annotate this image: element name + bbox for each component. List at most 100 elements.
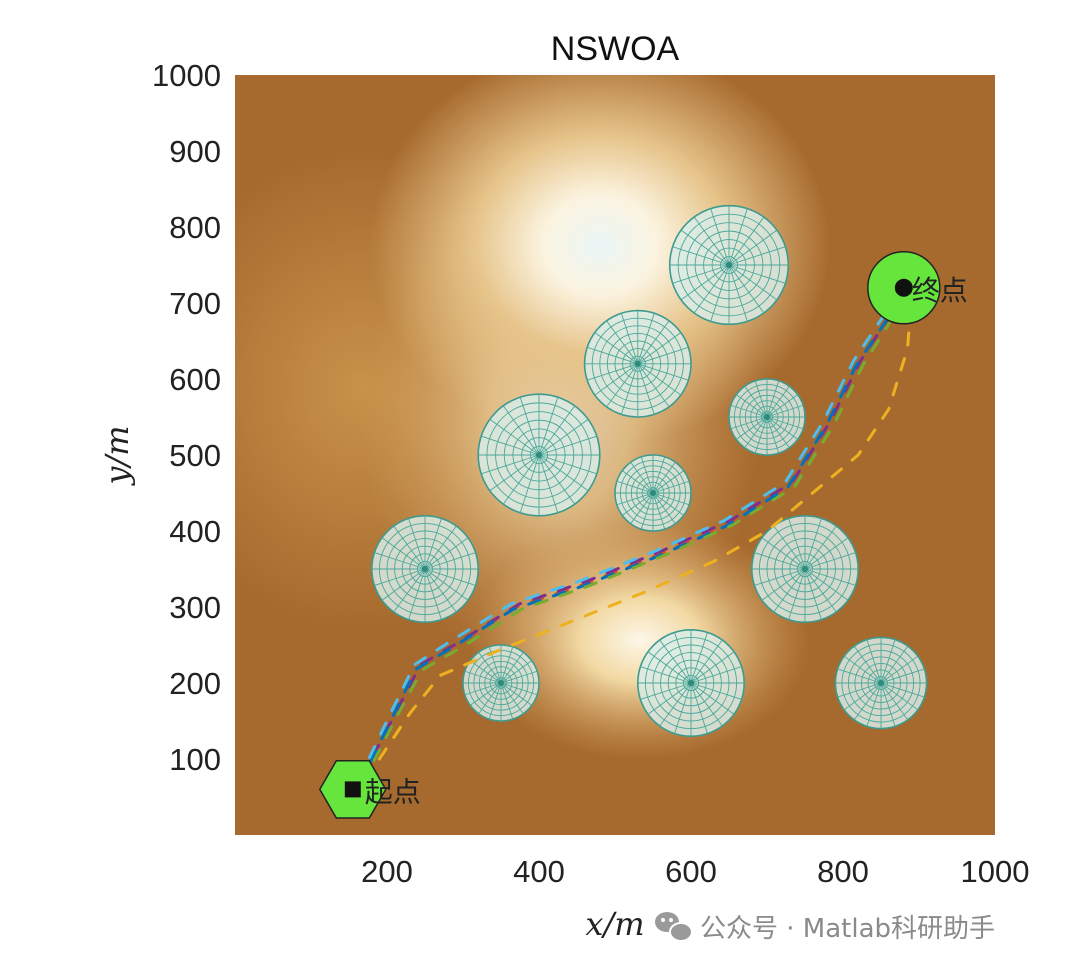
obstacle-spoke [647, 651, 692, 684]
obstacle-spoke [804, 518, 822, 570]
obstacle-spoke [519, 454, 540, 513]
marker-layer [318, 251, 941, 819]
y-tick-label: 100 [169, 742, 221, 777]
obstacle-spoke [424, 568, 476, 586]
obstacle-spoke [766, 404, 804, 418]
watermark-text: 公众号 · Matlab科研助手 [700, 914, 995, 944]
obstacle-spoke [489, 418, 540, 456]
obstacle-spoke [843, 655, 882, 684]
obstacle-spoke [690, 682, 708, 734]
obstacle-spoke [788, 568, 806, 620]
obstacle-spoke [754, 552, 806, 570]
obstacle-spoke [616, 480, 654, 494]
obstacle-spoke [594, 363, 639, 396]
obstacle-spoke [393, 525, 426, 570]
obstacle-spoke [866, 682, 882, 727]
obstacle-spoke [637, 313, 655, 364]
obstacle-spoke [637, 363, 682, 396]
obstacle-spoke [424, 568, 457, 613]
obstacle-spoke [766, 394, 799, 418]
obstacle-spoke [374, 552, 426, 570]
obstacle-spoke [538, 435, 597, 456]
obstacle-spoke [640, 682, 692, 700]
x-axis-label: x/m [585, 905, 644, 943]
obstacle-spoke [728, 264, 786, 284]
obstacle-spoke [652, 456, 666, 494]
obstacle-spoke [538, 405, 576, 456]
obstacle-spoke [880, 682, 896, 727]
obstacle-spoke [754, 380, 768, 418]
obstacle-spoke [735, 394, 768, 418]
obstacle-spoke [630, 461, 654, 494]
x-tick-label: 800 [817, 854, 869, 889]
obstacle-spoke [538, 454, 559, 513]
obstacle [750, 514, 859, 623]
obstacle-spoke [728, 246, 786, 266]
obstacle-spoke [652, 470, 685, 494]
obstacle-spoke [880, 655, 919, 684]
wechat-icon [655, 912, 693, 942]
obstacle-spoke [866, 639, 882, 684]
obstacle-center [764, 414, 770, 420]
obstacle-spoke [693, 216, 730, 266]
obstacle-spoke [754, 568, 806, 586]
obstacle-spoke [464, 670, 502, 684]
obstacle-center [650, 490, 656, 496]
obstacle-spoke [469, 660, 502, 684]
obstacle-spoke [710, 264, 730, 322]
obstacle-spoke [502, 405, 540, 456]
obstacle-spoke [616, 492, 654, 506]
x-axis-ticks: 200 400 600 800 1000 [361, 854, 1029, 889]
obstacle-spoke [773, 568, 806, 613]
obstacle-spoke [393, 568, 426, 613]
obstacle-spoke [637, 332, 682, 365]
obstacle-spoke [620, 363, 639, 415]
y-tick-label: 300 [169, 590, 221, 625]
y-axis-label: y/m [98, 425, 136, 486]
obstacle-spoke [594, 332, 639, 365]
obstacle-spoke [652, 492, 666, 530]
obstacle-spoke [630, 492, 654, 525]
obstacle-spoke [620, 313, 639, 364]
x-tick-label: 600 [665, 854, 717, 889]
obstacle [834, 636, 928, 730]
watermark: 公众号 · Matlab科研助手 [655, 912, 995, 944]
obstacle-spoke [587, 346, 638, 365]
obstacle-spoke [424, 552, 476, 570]
x-tick-label: 200 [361, 854, 413, 889]
obstacle-spoke [880, 645, 909, 684]
y-tick-label: 900 [169, 134, 221, 169]
start-label: 起点 [365, 775, 421, 808]
obstacle-spoke [500, 682, 533, 706]
obstacle-spoke [488, 682, 502, 720]
goal-label: 终点 [912, 274, 968, 307]
obstacle-spoke [640, 666, 692, 684]
obstacle-spoke [500, 682, 514, 720]
obstacle-spoke [690, 651, 735, 684]
obstacle-spoke [690, 682, 735, 715]
goal-marker-dot [894, 278, 913, 297]
obstacle-spoke [773, 525, 806, 570]
obstacle-spoke [880, 639, 896, 684]
obstacle-spoke [538, 454, 589, 492]
obstacle [477, 393, 601, 517]
obstacle-spoke [804, 552, 856, 570]
y-tick-label: 200 [169, 666, 221, 701]
obstacle-spoke [804, 525, 837, 570]
obstacle-spoke [481, 454, 540, 475]
obstacle-spoke [500, 670, 538, 684]
obstacle-spoke [637, 363, 655, 415]
obstacle [614, 454, 692, 532]
obstacle-spoke [674, 682, 692, 734]
obstacle-spoke [690, 682, 742, 700]
obstacle-spoke [500, 651, 524, 684]
path-layer [368, 286, 913, 764]
obstacle-spoke [587, 363, 638, 381]
obstacle-spoke [804, 568, 856, 586]
obstacle-spoke [464, 682, 502, 696]
obstacle-spoke [606, 363, 639, 408]
obstacle-spoke [680, 264, 730, 301]
obstacle-spoke [606, 320, 639, 365]
path-line [371, 286, 906, 758]
obstacle-spoke [408, 568, 426, 620]
